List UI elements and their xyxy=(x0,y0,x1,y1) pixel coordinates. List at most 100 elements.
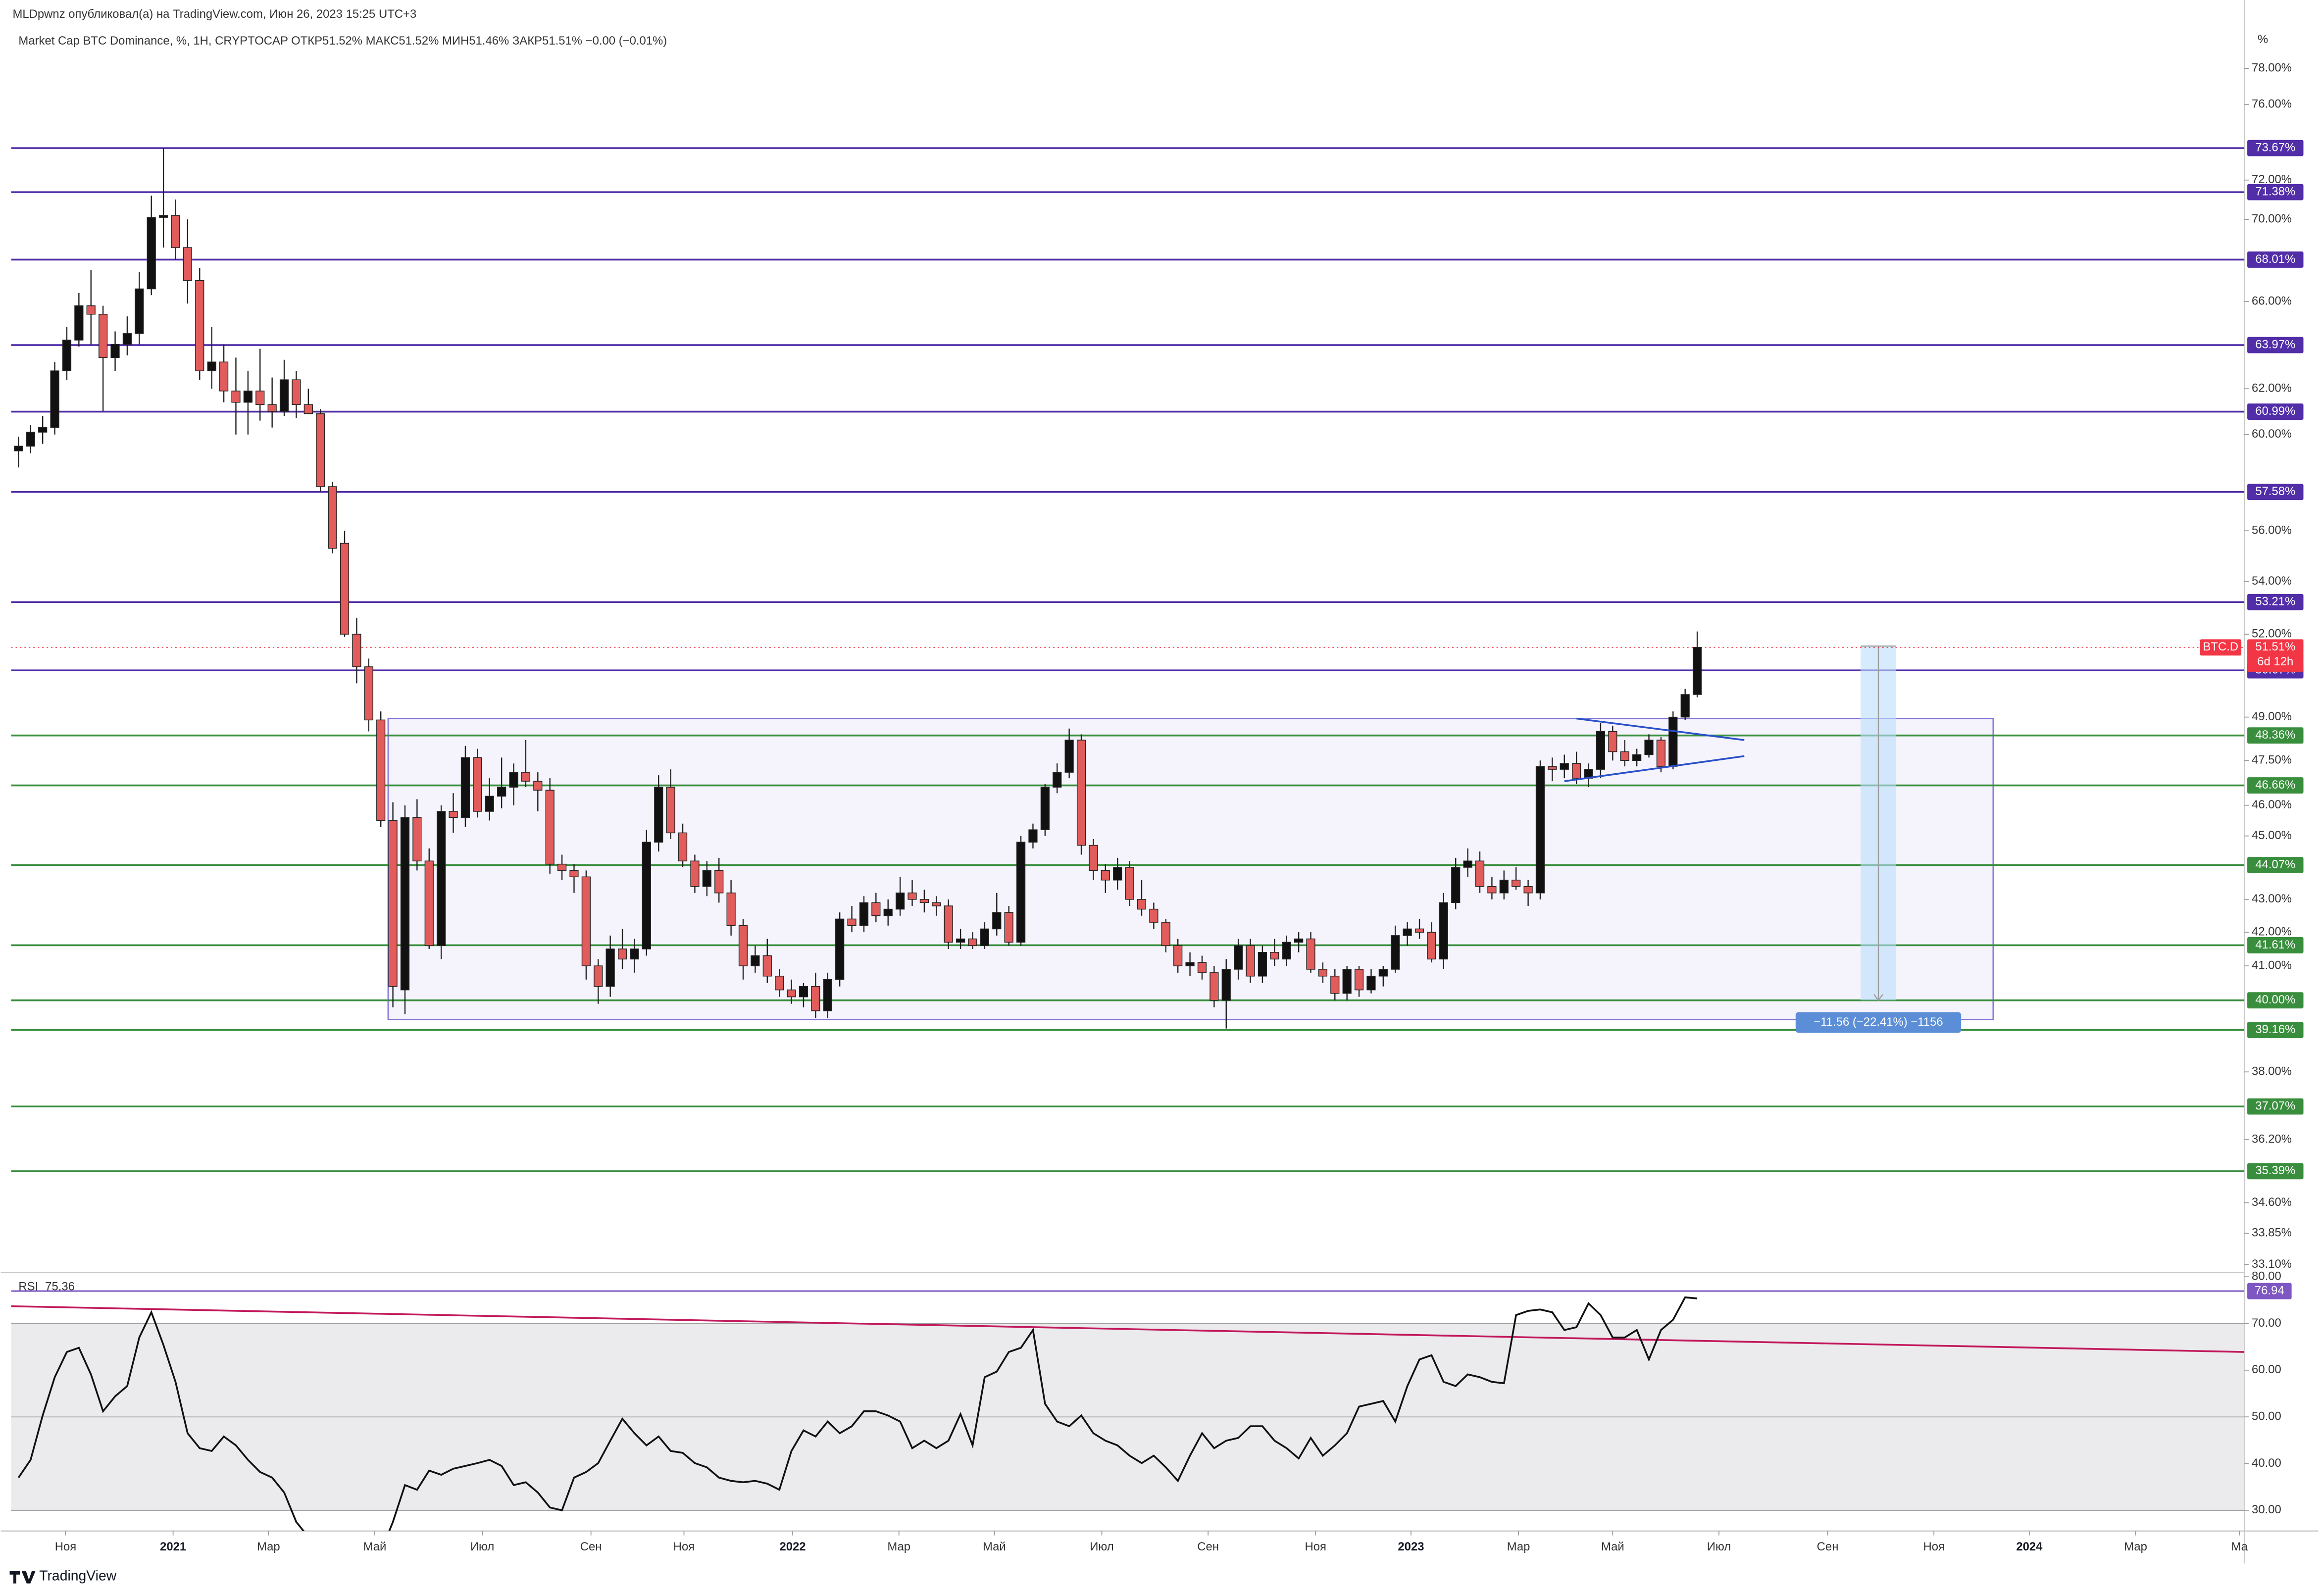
rsi-tick-label: 40.00 xyxy=(2252,1456,2281,1470)
symbol-label: BTC.D xyxy=(2203,640,2239,653)
candle-body xyxy=(473,757,482,812)
measure-arrowhead xyxy=(1873,994,1883,1001)
measure-label: −11.56 (−22.41%) −1156 xyxy=(1814,1015,1943,1029)
candle-body xyxy=(1403,928,1412,936)
level-label-box xyxy=(2247,1022,2304,1038)
candle-body xyxy=(859,902,869,926)
x-tick-label: Ноя xyxy=(1923,1540,1944,1553)
x-tick-label: Сен xyxy=(580,1540,602,1553)
candle-body xyxy=(1076,740,1086,846)
level-label-box xyxy=(2247,594,2304,610)
candle-body xyxy=(630,948,639,960)
candle-body xyxy=(1475,860,1485,887)
x-tick-label: 2024 xyxy=(2016,1540,2043,1553)
candle-body xyxy=(364,666,373,721)
level-label: 73.67% xyxy=(2255,141,2295,154)
x-tick-label: 2023 xyxy=(1398,1540,1424,1553)
candle-body xyxy=(1016,842,1026,943)
level-label: 71.38% xyxy=(2255,185,2295,198)
candle-body xyxy=(738,925,748,966)
candle-body xyxy=(183,247,193,281)
x-tick-label: Мар xyxy=(257,1540,280,1553)
x-tick-label: Июл xyxy=(1090,1540,1113,1553)
candle-body xyxy=(195,280,204,371)
level-label: 46.66% xyxy=(2255,778,2295,792)
candle-body xyxy=(219,361,229,392)
level-label-box xyxy=(2247,1163,2304,1180)
candle-body xyxy=(1234,945,1243,970)
x-tick-label: Сен xyxy=(1197,1540,1219,1553)
candle-body xyxy=(1692,647,1702,695)
candle-body xyxy=(1366,976,1376,991)
candle-body xyxy=(714,870,724,894)
rsi-level-label: 76.94 xyxy=(2255,1284,2284,1297)
candle-body xyxy=(883,908,893,916)
candle-body xyxy=(654,787,663,843)
candle-body xyxy=(485,796,494,812)
candle-body xyxy=(1463,860,1472,868)
candle-body xyxy=(751,955,760,966)
candle-body xyxy=(449,811,458,818)
y-tick-label: 76.00% xyxy=(2252,98,2292,111)
candle-body xyxy=(847,918,857,926)
measure-label-box xyxy=(1795,1012,1962,1033)
footer-text: TradingView xyxy=(39,1568,117,1584)
candle-body xyxy=(437,811,446,946)
candle-body xyxy=(316,413,325,487)
candle-body xyxy=(1608,731,1617,752)
candle-body xyxy=(1632,754,1642,761)
x-tick-label: Мар xyxy=(2124,1540,2147,1553)
y-tick-label: 33.10% xyxy=(2252,1257,2292,1271)
candle-body xyxy=(992,912,1002,930)
candle-body xyxy=(26,432,35,447)
candle-body xyxy=(50,370,59,428)
candle-body xyxy=(400,817,410,991)
candle-body xyxy=(1161,922,1170,946)
candle-body xyxy=(811,986,820,1011)
candle-body xyxy=(1560,763,1569,770)
level-label-box xyxy=(2247,184,2304,200)
candle-body xyxy=(1499,880,1509,894)
candle-body xyxy=(1137,899,1147,910)
level-label: 57.58% xyxy=(2255,485,2295,498)
candle-body xyxy=(666,787,675,834)
candle-body xyxy=(171,215,180,248)
y-tick-label: 46.00% xyxy=(2252,798,2292,811)
candle-body xyxy=(1330,976,1340,994)
level-label: 68.01% xyxy=(2255,252,2295,266)
candle-body xyxy=(642,842,651,949)
candle-body xyxy=(509,772,518,788)
x-tick-label: Ноя xyxy=(673,1540,695,1553)
range-box xyxy=(387,718,1994,1020)
rsi-tick-label: 50.00 xyxy=(2252,1409,2281,1423)
candle-body xyxy=(896,892,905,910)
level-label: 40.00% xyxy=(2255,993,2295,1006)
candle-body xyxy=(726,892,736,926)
candle-body xyxy=(14,446,23,451)
x-tick-label: Июл xyxy=(1707,1540,1731,1553)
candle-body xyxy=(968,938,977,946)
candle-body xyxy=(38,427,48,433)
y-tick-label: 47.50% xyxy=(2252,753,2292,767)
rsi-tick-label: 60.00 xyxy=(2252,1363,2281,1376)
level-label-box xyxy=(2247,140,2304,156)
candle-body xyxy=(1185,962,1195,966)
candle-body xyxy=(1101,870,1110,881)
candle-body xyxy=(521,772,531,782)
author-line: MLDpwnz опубликовал(а) на TradingView.co… xyxy=(12,7,416,21)
y-tick-label: 36.20% xyxy=(2252,1132,2292,1146)
logo-mark xyxy=(9,1571,36,1584)
candle-body xyxy=(690,860,700,887)
level-label: 35.39% xyxy=(2255,1164,2295,1177)
x-tick-label: Июл xyxy=(470,1540,494,1553)
candle-body xyxy=(823,979,832,1011)
candle-body xyxy=(1318,969,1328,977)
candle-body xyxy=(569,870,579,878)
candle-body xyxy=(1572,763,1581,779)
candle-body xyxy=(762,955,772,977)
candle-body xyxy=(907,892,917,900)
candle-body xyxy=(1656,740,1666,767)
candle-body xyxy=(799,986,808,998)
